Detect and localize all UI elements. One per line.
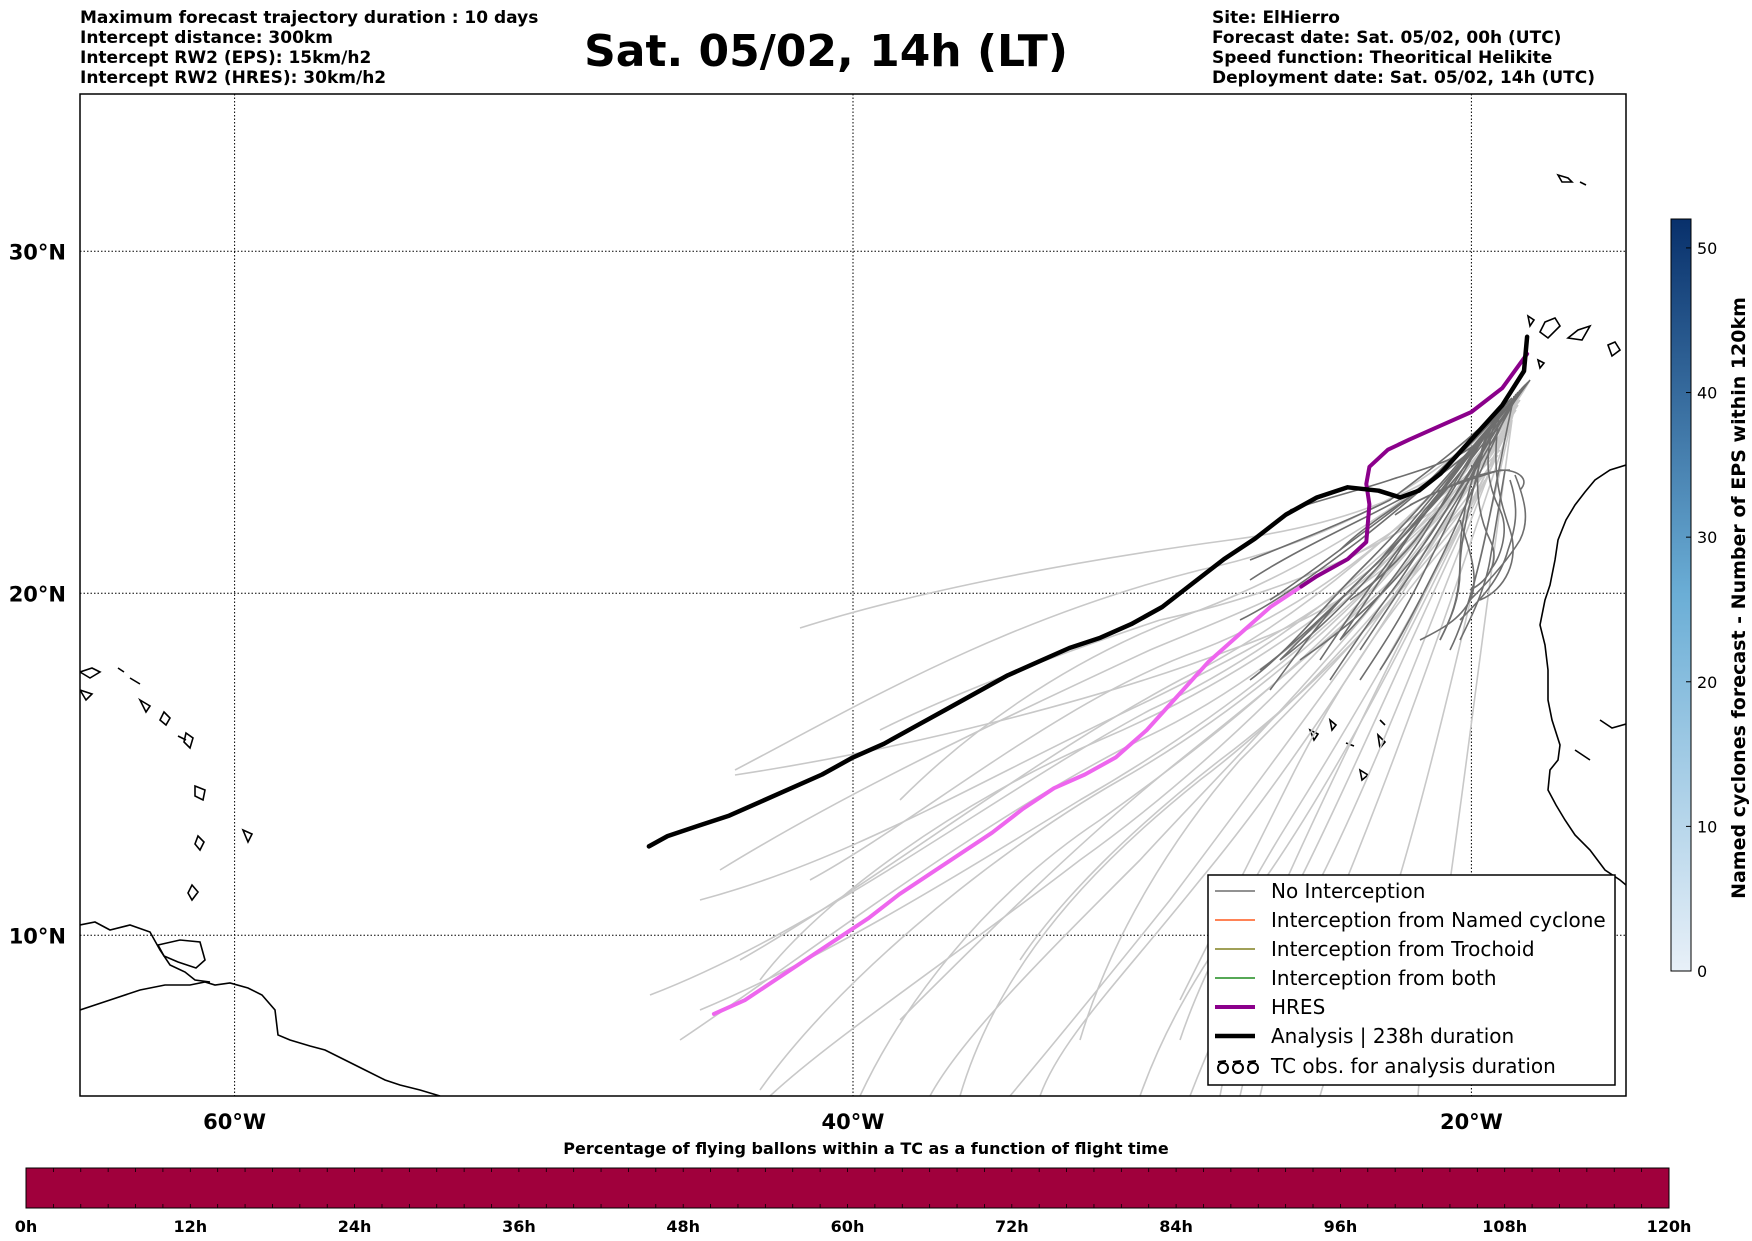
colorbar-tick-label: 0 [1697,962,1707,981]
legend-box [1207,874,1616,1086]
legend-label-tc-obs: TC obs. for analysis duration [1270,1054,1556,1078]
flight-time-tick-label: 96h [1324,1217,1358,1236]
page-title: Sat. 05/02, 14h (LT) [584,26,1068,77]
flight-time-tick-label: 12h [173,1217,207,1236]
colorbar-ticks: 0 10 20 30 40 50 [1686,239,1717,981]
latitude-labels: 30°N 20°N 10°N [9,240,66,948]
info-deployment-date: Deployment date: Sat. 05/02, 14h (UTC) [1212,68,1596,88]
analysis-trajectory [646,334,1530,849]
flight-time-bar-minor-ticks [52,1168,1643,1208]
flight-time-tick-label: 60h [831,1217,865,1236]
flight-time-tick-label: 36h [502,1217,536,1236]
legend-label-named-cyclone: Interception from Named cyclone [1271,908,1606,932]
colorbar-tick-label: 30 [1697,528,1717,547]
legend: No Interception Interception from Named … [1207,874,1616,1086]
flight-time-bar-title: Percentage of flying ballons within a TC… [563,1139,1169,1158]
info-intercept-distance: Intercept distance: 300km [80,28,333,48]
run-info-left: Maximum forecast trajectory duration : 1… [80,8,538,88]
coastline-puerto-rico [80,667,152,714]
coastline-west-africa [1539,464,1626,886]
info-intercept-eps: Intercept RW2 (EPS): 15km/h2 [80,48,372,68]
flight-time-tick-label: 108h [1482,1217,1527,1236]
info-site: Site: ElHierro [1212,8,1340,28]
info-max-duration: Maximum forecast trajectory duration : 1… [80,8,539,28]
colorbar-tick-label: 20 [1697,673,1717,692]
coastline-madeira [1556,173,1587,186]
legend-label-both: Interception from both [1271,966,1497,990]
flight-time-tick-label: 72h [995,1217,1029,1236]
flight-time-tick-label: 24h [338,1217,372,1236]
legend-label-hres: HRES [1271,995,1325,1019]
legend-label-no-interception: No Interception [1271,879,1425,903]
coastline-trinidad [156,939,206,969]
flight-time-tick-label: 120h [1647,1217,1692,1236]
eps-trajectories-no-interception [1239,379,1531,691]
flight-time-bar-ticks: 0h 12h 24h 36h 48h 60h 72h 84h 96h 108h 120h [15,1217,1692,1236]
colorbar-label: Named cyclones forecast - Number of EPS … [1728,297,1750,899]
run-info-right: Site: ElHierro Forecast date: Sat. 05/02… [1212,8,1595,88]
flight-time-tick-label: 48h [666,1217,700,1236]
colorbar-tick-label: 10 [1697,817,1717,836]
info-intercept-hres: Intercept RW2 (HRES): 30km/h2 [80,68,387,88]
info-forecast-date: Forecast date: Sat. 05/02, 00h (UTC) [1212,28,1562,48]
legend-label-analysis: Analysis | 238h duration [1271,1024,1514,1048]
flight-time-bar: Percentage of flying ballons within a TC… [15,1139,1692,1236]
colorbar: 0 10 20 30 40 50 Named cyclones forecast - Nu… [1670,218,1750,981]
legend-label-trochoid: Interception from Trochoid [1271,937,1535,961]
coastline-canary-islands [1526,314,1622,370]
hres-trajectory-late [711,584,1304,1016]
coastline-antilles [159,710,254,902]
colorbar-tick-label: 40 [1697,384,1717,403]
colorbar-gradient [1670,218,1692,972]
lon-tick-label: 20°W [1440,1110,1503,1134]
coastline-senegal [1574,719,1626,761]
longitude-labels: 60°W 40°W 20°W [203,1110,1503,1134]
coastline-cape-verde [1308,717,1387,782]
info-speed-function: Speed function: Theoritical Helikite [1212,48,1553,68]
lon-tick-label: 40°W [822,1110,885,1134]
flight-time-tick-label: 84h [1159,1217,1193,1236]
tc-obs-icon [1217,1060,1259,1074]
colorbar-tick-label: 50 [1697,239,1717,258]
lat-tick-label: 10°N [9,924,66,948]
lon-tick-label: 60°W [203,1110,266,1134]
lat-tick-label: 30°N [9,240,66,264]
coastline-caribbean-coast [80,921,211,983]
coastline-south-america [80,981,441,1096]
hres-trajectory [1299,351,1530,589]
map-frame [79,93,1627,1097]
flight-time-tick-label: 0h [15,1217,38,1236]
coastline-layer [80,173,1626,1096]
lat-tick-label: 20°N [9,582,66,606]
flight-time-bar-fill [25,1167,1670,1209]
main-trajectories [646,334,1530,1016]
